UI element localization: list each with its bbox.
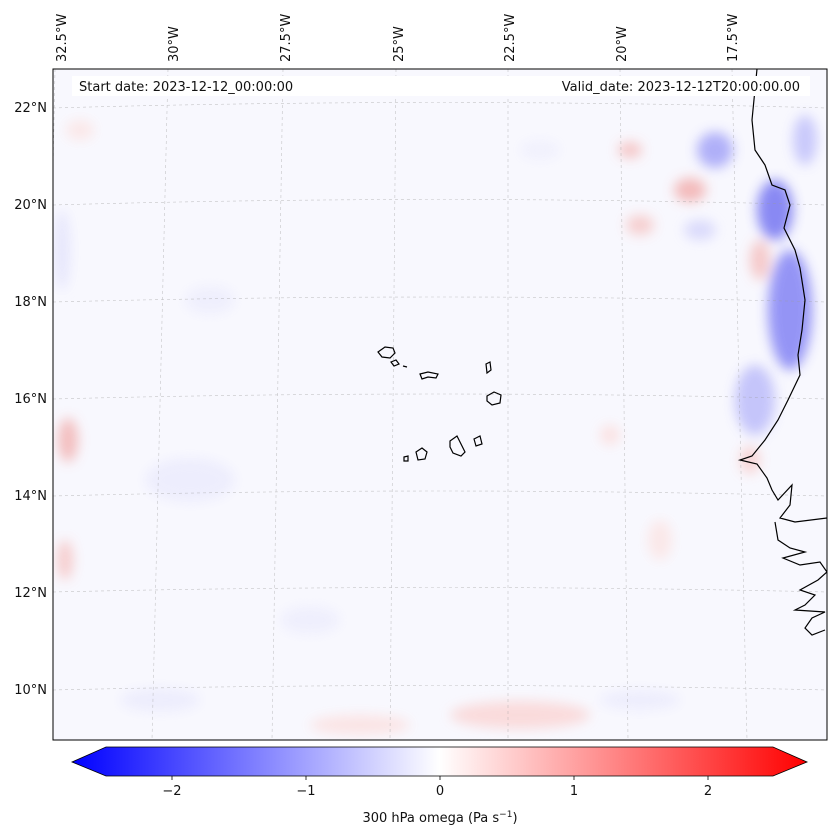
lon-label: 20°W bbox=[615, 26, 630, 62]
island-sao-vicente bbox=[390, 359, 400, 367]
africa-coastline bbox=[737, 69, 827, 523]
lon-label: 30°W bbox=[167, 26, 182, 62]
island-sal bbox=[485, 361, 492, 375]
omega-field bbox=[54, 115, 817, 735]
start-date-label: Start date: 2023-12-12_00:00:00 bbox=[79, 80, 293, 95]
island-maio bbox=[473, 435, 483, 447]
lon-label: 32.5°W bbox=[55, 14, 70, 62]
colorbar-tick-label: 1 bbox=[570, 784, 578, 799]
lat-label: 20°N bbox=[14, 198, 47, 213]
date-banner bbox=[72, 76, 810, 96]
island-santiago bbox=[449, 435, 466, 457]
colorbar-tick-label: 2 bbox=[704, 784, 712, 799]
lon-label: 17.5°W bbox=[726, 14, 741, 62]
island-brava bbox=[403, 455, 409, 462]
island-santo-antao bbox=[377, 346, 396, 359]
colorbar-tick-label: −1 bbox=[296, 784, 315, 799]
lon-label: 22.5°W bbox=[503, 14, 518, 62]
lon-label: 25°W bbox=[392, 26, 407, 62]
lat-label: 18°N bbox=[14, 295, 47, 310]
island-sao-nicolau bbox=[419, 371, 439, 380]
lon-label: 27.5°W bbox=[279, 14, 294, 62]
colorbar-bar bbox=[70, 746, 809, 777]
latitude-labels: 22°N 20°N 18°N 16°N 14°N 12°N 10°N bbox=[14, 101, 47, 698]
colorbar-tick-label: 0 bbox=[436, 784, 444, 799]
colorbar: −2 −1 0 1 2 300 hPa omega (Pa s−1) bbox=[70, 746, 809, 826]
longitude-labels: 32.5°W 30°W 27.5°W 25°W 22.5°W 20°W 17.5… bbox=[55, 14, 741, 62]
lat-label: 14°N bbox=[14, 489, 47, 504]
valid-date-label: Valid_date: 2023-12-12T20:00:00.00 bbox=[562, 80, 800, 95]
lat-label: 22°N bbox=[14, 101, 47, 116]
coastlines bbox=[377, 69, 827, 636]
map-background bbox=[53, 69, 827, 740]
map-frame bbox=[52, 68, 828, 741]
colorbar-tick-label: −2 bbox=[162, 784, 181, 799]
guinea-coastline bbox=[774, 521, 827, 636]
island-santa-luzia bbox=[402, 365, 408, 368]
island-boa-vista bbox=[486, 391, 502, 406]
colorbar-ticks bbox=[171, 776, 709, 780]
lat-label: 16°N bbox=[14, 392, 47, 407]
colorbar-label: 300 hPa omega (Pa s−1) bbox=[362, 810, 517, 826]
island-fogo bbox=[415, 447, 428, 461]
lat-label: 12°N bbox=[14, 586, 47, 601]
graticule bbox=[53, 69, 827, 740]
lat-label: 10°N bbox=[14, 683, 47, 698]
